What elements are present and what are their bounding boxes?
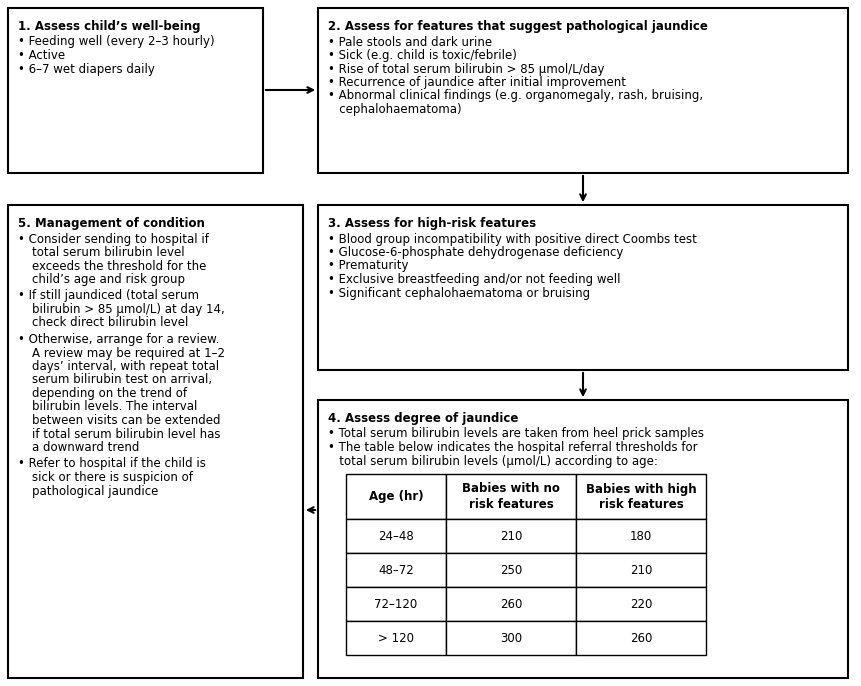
Bar <box>576 587 706 621</box>
Text: days’ interval, with repeat total: days’ interval, with repeat total <box>32 360 220 373</box>
Text: serum bilirubin test on arrival,: serum bilirubin test on arrival, <box>32 373 212 386</box>
Text: > 120: > 120 <box>378 632 414 645</box>
Text: • If still jaundiced (total serum: • If still jaundiced (total serum <box>18 289 199 303</box>
Text: • 6–7 wet diapers daily: • 6–7 wet diapers daily <box>18 62 155 75</box>
Text: if total serum bilirubin level has: if total serum bilirubin level has <box>32 427 220 440</box>
Bar <box>446 553 576 587</box>
Text: 300: 300 <box>500 632 522 645</box>
Bar <box>576 621 706 655</box>
Bar <box>8 205 303 678</box>
Bar <box>318 400 848 678</box>
Text: A review may be required at 1–2: A review may be required at 1–2 <box>32 346 225 359</box>
Text: 5. Management of condition: 5. Management of condition <box>18 217 205 230</box>
Bar <box>346 553 446 587</box>
Text: Babies with no
risk features: Babies with no risk features <box>462 482 560 510</box>
Text: • Otherwise, arrange for a review.: • Otherwise, arrange for a review. <box>18 333 220 346</box>
Text: 3. Assess for high-risk features: 3. Assess for high-risk features <box>328 217 536 230</box>
Text: 2. Assess for features that suggest pathological jaundice: 2. Assess for features that suggest path… <box>328 20 708 33</box>
Text: bilirubin levels. The interval: bilirubin levels. The interval <box>32 401 197 414</box>
Text: cephalohaematoma): cephalohaematoma) <box>328 103 461 116</box>
Text: 220: 220 <box>629 598 652 611</box>
Bar <box>446 621 576 655</box>
Text: • Pale stools and dark urine: • Pale stools and dark urine <box>328 36 492 49</box>
Text: • Active: • Active <box>18 49 65 62</box>
Text: • Abnormal clinical findings (e.g. organomegaly, rash, bruising,: • Abnormal clinical findings (e.g. organ… <box>328 89 703 102</box>
Text: total serum bilirubin levels (μmol/L) according to age:: total serum bilirubin levels (μmol/L) ac… <box>328 455 658 467</box>
Text: • Significant cephalohaematoma or bruising: • Significant cephalohaematoma or bruisi… <box>328 287 590 300</box>
Bar <box>318 8 848 173</box>
Bar <box>446 587 576 621</box>
Bar <box>318 205 848 370</box>
Text: a downward trend: a downward trend <box>32 441 139 454</box>
Text: depending on the trend of: depending on the trend of <box>32 387 187 400</box>
Text: • Recurrence of jaundice after initial improvement: • Recurrence of jaundice after initial i… <box>328 76 626 89</box>
Text: • Exclusive breastfeeding and/or not feeding well: • Exclusive breastfeeding and/or not fee… <box>328 273 621 286</box>
Text: bilirubin > 85 μmol/L) at day 14,: bilirubin > 85 μmol/L) at day 14, <box>32 303 225 316</box>
Text: 260: 260 <box>500 598 522 611</box>
Bar <box>346 621 446 655</box>
Text: Age (hr): Age (hr) <box>369 490 424 503</box>
Text: 4. Assess degree of jaundice: 4. Assess degree of jaundice <box>328 412 518 425</box>
Text: pathological jaundice: pathological jaundice <box>32 484 158 497</box>
Bar <box>576 519 706 553</box>
Text: 1. Assess child’s well-being: 1. Assess child’s well-being <box>18 20 201 33</box>
Text: • Rise of total serum bilirubin > 85 μmol/L/day: • Rise of total serum bilirubin > 85 μmo… <box>328 62 604 75</box>
Text: Babies with high
risk features: Babies with high risk features <box>585 482 697 510</box>
Text: 180: 180 <box>630 530 652 543</box>
Text: 210: 210 <box>500 530 522 543</box>
Bar <box>446 519 576 553</box>
Text: 210: 210 <box>629 563 652 576</box>
Text: total serum bilirubin level: total serum bilirubin level <box>32 246 184 259</box>
Text: check direct bilirubin level: check direct bilirubin level <box>32 316 189 329</box>
Text: exceeds the threshold for the: exceeds the threshold for the <box>32 259 207 272</box>
Text: • Glucose-6-phosphate dehydrogenase deficiency: • Glucose-6-phosphate dehydrogenase defi… <box>328 246 623 259</box>
Text: • Prematurity: • Prematurity <box>328 259 408 272</box>
Text: sick or there is suspicion of: sick or there is suspicion of <box>32 471 193 484</box>
Text: between visits can be extended: between visits can be extended <box>32 414 220 427</box>
Bar <box>576 474 706 519</box>
Text: 72–120: 72–120 <box>375 598 418 611</box>
Text: • Feeding well (every 2–3 hourly): • Feeding well (every 2–3 hourly) <box>18 36 214 49</box>
Text: • The table below indicates the hospital referral thresholds for: • The table below indicates the hospital… <box>328 441 697 454</box>
Text: child’s age and risk group: child’s age and risk group <box>32 273 185 286</box>
Bar <box>346 519 446 553</box>
Text: • Total serum bilirubin levels are taken from heel prick samples: • Total serum bilirubin levels are taken… <box>328 427 704 440</box>
Text: 24–48: 24–48 <box>378 530 414 543</box>
Text: • Blood group incompatibility with positive direct Coombs test: • Blood group incompatibility with posit… <box>328 233 697 246</box>
Text: • Refer to hospital if the child is: • Refer to hospital if the child is <box>18 458 206 471</box>
Text: • Sick (e.g. child is toxic/febrile): • Sick (e.g. child is toxic/febrile) <box>328 49 517 62</box>
Text: • Consider sending to hospital if: • Consider sending to hospital if <box>18 233 209 246</box>
Text: 260: 260 <box>629 632 652 645</box>
Text: 250: 250 <box>500 563 522 576</box>
Bar <box>8 8 263 173</box>
Bar <box>346 587 446 621</box>
Bar <box>576 553 706 587</box>
Bar <box>346 474 446 519</box>
Text: 48–72: 48–72 <box>378 563 414 576</box>
Bar <box>446 474 576 519</box>
